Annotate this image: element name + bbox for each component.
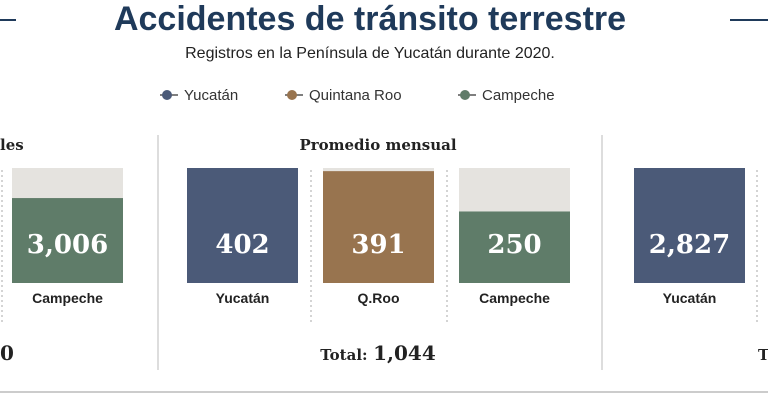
bar [187,168,298,283]
category-label: Yucatán [216,290,270,306]
category-label: Yucatán [663,290,717,306]
value-label: 250 [487,230,541,260]
legend-label: Quintana Roo [309,87,402,104]
total-label: Total: [320,346,367,364]
legend: Yucatán Quintana Roo Campeche [160,87,555,104]
total: 0 [0,341,14,365]
title: Accidentes de tránsito terrestre [114,0,626,38]
category-label: Campeche [479,290,550,306]
panel-title: les [0,136,24,154]
legend-label: Yucatán [184,87,238,104]
bar [12,198,123,283]
total-label: T [758,346,768,364]
bar [634,168,745,283]
value-label: 3,006 [27,230,108,260]
legend-label: Campeche [482,87,555,104]
category-label: Q.Roo [358,290,400,306]
legend-marker [287,90,297,100]
bar [459,211,570,283]
value-label: 402 [215,230,269,260]
total: Total: 1,044 [320,341,436,365]
value-label: 391 [351,230,405,260]
value-label: 2,827 [649,230,730,260]
total: T [758,346,768,364]
category-label: Campeche [32,290,103,306]
total-value: 1,044 [373,341,436,365]
separators [1,170,758,325]
total-value: 0 [0,341,14,365]
panel-title: Promedio mensual [299,136,456,154]
legend-marker [460,90,470,100]
subtitle: Registros en la Península de Yucatán dur… [185,45,555,62]
bar [323,171,434,283]
legend-marker [162,90,172,100]
